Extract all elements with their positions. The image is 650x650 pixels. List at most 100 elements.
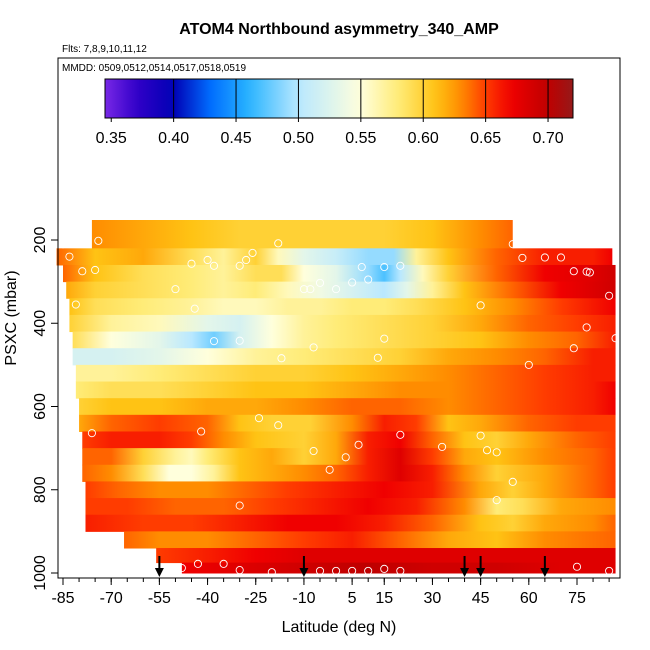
colorbar-tick-label: 0.70	[532, 130, 563, 147]
sample-point	[492, 448, 501, 457]
x-tick-label: -70	[100, 590, 123, 607]
sample-point	[476, 301, 485, 310]
sample-point	[171, 285, 180, 294]
sample-point	[396, 430, 405, 439]
sample-point	[585, 268, 594, 277]
heatmap-row	[75, 381, 616, 399]
sample-point	[341, 453, 350, 462]
sample-point	[354, 440, 363, 449]
sample-point	[177, 563, 186, 573]
sample-point	[197, 427, 206, 436]
sample-point	[91, 265, 100, 275]
sample-point	[438, 442, 447, 451]
y-tick-label: 600	[32, 393, 49, 420]
sample-point	[605, 291, 614, 300]
heatmap-row	[69, 298, 616, 316]
heatmap-row	[124, 531, 616, 549]
sample-point	[309, 446, 318, 456]
heatmap-row	[75, 364, 616, 383]
sample-point	[364, 566, 373, 575]
x-tick-label: 15	[375, 590, 393, 607]
plot-frame	[57, 57, 621, 579]
heatmap-row	[72, 348, 616, 366]
heatmap-row	[91, 220, 513, 249]
sample-point	[235, 336, 244, 345]
flight-marker-arrow	[299, 556, 309, 577]
x-axis: -85 -70 -55 -40 -25 -10 5 15 30 45 60 75	[51, 578, 610, 607]
colorbar-tick-label: 0.65	[470, 130, 501, 147]
colorbar-tick-label: 0.60	[408, 130, 439, 147]
x-tick-label: -85	[51, 590, 74, 607]
sample-point	[572, 562, 582, 571]
sample-point	[235, 566, 244, 575]
plot-area	[56, 220, 616, 574]
sample-point	[540, 253, 549, 262]
sample-point	[235, 261, 244, 270]
sample-point	[242, 255, 251, 265]
sample-point	[518, 253, 527, 262]
sample-point	[605, 566, 614, 575]
colorbar-tick-label: 0.35	[96, 130, 127, 147]
sample-point	[348, 278, 357, 287]
sample-point	[611, 334, 620, 343]
sample-point	[267, 568, 276, 577]
sample-point	[396, 566, 405, 575]
heatmap-row	[79, 414, 616, 432]
heatmap-row	[82, 431, 616, 449]
heatmap-row	[82, 464, 616, 482]
sample-point	[482, 446, 492, 455]
colorbar-tick-label: 0.50	[283, 130, 314, 147]
sample-point	[274, 421, 283, 430]
dates-subtitle: MMDD: 0509,0512,0514,0517,0518,0519	[62, 63, 246, 74]
x-tick-label: 45	[472, 590, 490, 607]
y-axis: 200 400 600 800 1000	[32, 227, 58, 591]
sample-point	[299, 285, 308, 294]
heatmap-row	[156, 548, 616, 564]
colorbar: 0.35 0.40 0.45 0.50 0.55 0.60 0.65 0.70	[96, 78, 574, 147]
y-tick-label: 200	[32, 227, 49, 254]
colorbar-tick-label: 0.40	[158, 130, 189, 147]
x-tick-label: 60	[520, 590, 538, 607]
sample-point	[476, 431, 485, 440]
sample-point	[309, 343, 318, 352]
y-axis-title: PSXC (mbar)	[3, 270, 20, 365]
flight-marker-arrow	[460, 556, 470, 577]
y-tick-label: 1000	[32, 555, 49, 591]
sample-point	[58, 240, 68, 249]
x-tick-label: -25	[244, 590, 267, 607]
flight-marker-arrow	[154, 556, 164, 577]
sample-point	[348, 566, 357, 575]
flights-subtitle: Flts: 7,8,9,10,11,12	[62, 44, 147, 55]
sample-point	[209, 261, 219, 270]
sample-point	[190, 304, 199, 313]
heatmap-row	[69, 314, 616, 333]
heatmap-row	[85, 481, 616, 499]
colorbar-tick-label: 0.55	[345, 130, 376, 147]
sample-point	[65, 252, 74, 261]
x-tick-label: 75	[568, 590, 586, 607]
sample-point	[71, 300, 80, 309]
sample-point	[556, 253, 565, 262]
x-tick-label: -40	[196, 590, 219, 607]
sample-point	[94, 236, 103, 245]
chart-title: ATOM4 Northbound asymmetry_340_AMP	[179, 21, 499, 38]
x-tick-label: 5	[348, 590, 357, 607]
x-axis-title: Latitude (deg N)	[282, 619, 397, 636]
sample-point	[277, 354, 286, 363]
sample-point	[219, 559, 228, 568]
heatmap-row	[72, 331, 616, 349]
sample-point	[248, 248, 257, 257]
y-tick-label: 800	[32, 476, 49, 503]
sample-point	[306, 285, 315, 294]
colorbar-gradient	[104, 78, 574, 119]
sample-point	[492, 496, 501, 505]
sample-point	[582, 323, 591, 332]
sample-point	[164, 568, 174, 578]
x-tick-label: 30	[424, 590, 442, 607]
sample-point	[380, 564, 389, 573]
sample-point	[582, 267, 591, 276]
sample-point	[209, 337, 219, 346]
sample-point	[364, 275, 373, 284]
sample-point	[193, 559, 202, 568]
